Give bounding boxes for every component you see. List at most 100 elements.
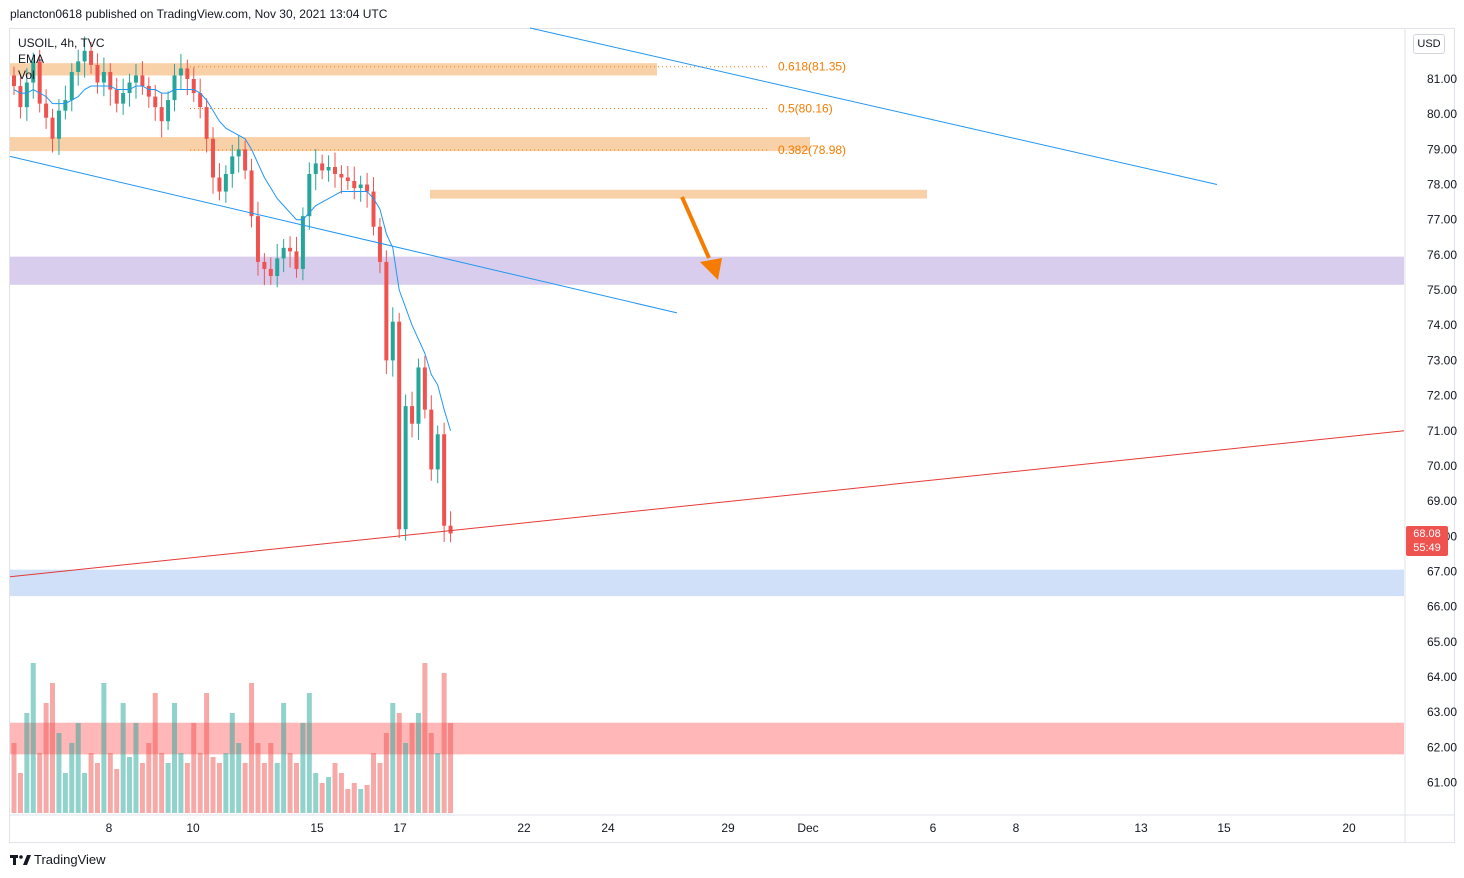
volume-bar: [371, 753, 377, 813]
candle-body: [275, 258, 280, 276]
volume-bar: [236, 743, 242, 813]
volume-bar: [332, 763, 338, 813]
candle-body: [345, 177, 350, 182]
candle-body: [390, 321, 395, 361]
candle-body: [121, 93, 126, 104]
candle-body: [217, 177, 222, 192]
price-tick-label: 69.00: [1427, 494, 1457, 508]
legend-symbol[interactable]: USOIL, 4h, TVC: [18, 36, 105, 50]
candle-body: [281, 247, 286, 259]
candle-body: [185, 68, 190, 79]
volume-bar: [17, 773, 23, 813]
volume-bar: [101, 683, 107, 813]
volume-bar: [364, 785, 370, 813]
volume-zone: [10, 722, 1404, 755]
currency-button[interactable]: USD: [1413, 34, 1445, 54]
price-tick-label: 65.00: [1427, 635, 1457, 649]
fib-label: 0.618(81.35): [778, 60, 846, 74]
time-tick-label: 8: [106, 821, 113, 835]
volume-bar: [75, 723, 81, 813]
price-tick-label: 61.00: [1427, 776, 1457, 790]
volume-bar: [338, 773, 344, 813]
candle-body: [422, 367, 427, 410]
candle-body: [159, 107, 164, 122]
price-tick-label: 79.00: [1427, 142, 1457, 156]
volume-bar: [184, 763, 190, 813]
candle-body: [56, 110, 61, 139]
candle-body: [262, 261, 267, 269]
price-tick-label: 76.00: [1427, 248, 1457, 262]
volume-bar: [197, 753, 203, 813]
candle-body: [307, 173, 312, 217]
volume-bar: [287, 753, 293, 813]
fib-label: 0.382(78.98): [778, 143, 846, 157]
bar-countdown: 55:49: [1413, 542, 1441, 554]
candle-body: [63, 100, 68, 111]
volume-bar: [390, 703, 396, 813]
legend-volume[interactable]: Vol: [18, 68, 35, 82]
volume-bar: [114, 769, 120, 813]
candle-body: [153, 96, 158, 108]
candle-body: [101, 71, 106, 83]
time-tick-label: Dec: [797, 821, 818, 835]
volume-bar: [422, 663, 428, 813]
volume-bar: [261, 763, 267, 813]
time-tick-label: 10: [186, 821, 200, 835]
candle-body: [172, 75, 177, 101]
down-arrow-icon: [700, 258, 722, 280]
time-tick-label: 20: [1342, 821, 1356, 835]
price-tick-label: 72.00: [1427, 389, 1457, 403]
volume-bar: [94, 763, 100, 813]
volume-bar: [172, 703, 177, 813]
volume-bar: [293, 763, 299, 813]
volume-bar: [396, 713, 402, 813]
tradingview-footer[interactable]: TradingView: [10, 852, 106, 867]
candle-body: [384, 261, 389, 361]
candle-body: [236, 149, 241, 157]
candle-body: [18, 86, 23, 108]
candle-body: [12, 75, 16, 87]
volume-bar: [159, 753, 165, 813]
time-tick-label: 6: [930, 821, 937, 835]
candle-body: [178, 68, 183, 76]
volume-bar: [107, 753, 113, 813]
candle-body: [76, 61, 81, 72]
volume-bar: [268, 743, 274, 813]
candle-body: [146, 86, 151, 97]
ema-line: [13, 85, 452, 431]
volume-bar: [223, 753, 229, 813]
volume-bar: [24, 713, 30, 813]
volume-bar: [62, 773, 68, 813]
volume-bar: [152, 693, 158, 813]
down-arrow-shaft: [680, 196, 711, 259]
candle-body: [288, 247, 293, 252]
candle-body: [313, 163, 318, 174]
candle-body: [191, 79, 196, 94]
legend-ema[interactable]: EMA: [18, 52, 45, 66]
volume-bar: [56, 733, 62, 813]
candle-body: [377, 226, 382, 262]
price-tick-label: 67.00: [1427, 564, 1457, 578]
candle-body: [31, 61, 36, 83]
fib-zone-mid: [10, 137, 810, 152]
volume-bar: [274, 763, 280, 813]
candle-body: [326, 166, 331, 171]
price-tick-label: 73.00: [1427, 353, 1457, 367]
candle-body: [95, 64, 100, 83]
candle-body: [69, 71, 74, 101]
price-tick-label: 63.00: [1427, 705, 1457, 719]
volume-bar: [255, 743, 261, 813]
time-tick-label: 22: [517, 821, 531, 835]
volume-bar: [377, 763, 383, 813]
candle-body: [448, 525, 453, 534]
candle-body: [204, 107, 209, 139]
price-tick-label: 71.00: [1427, 424, 1457, 438]
volume-bar: [242, 763, 248, 813]
publisher-caption: plancton0618 published on TradingView.co…: [10, 7, 388, 21]
last-price-value: 68.08: [1413, 528, 1441, 540]
candle-body: [365, 184, 370, 192]
volume-bar: [165, 763, 171, 813]
candle-body: [127, 82, 132, 94]
candle-body: [230, 156, 235, 174]
